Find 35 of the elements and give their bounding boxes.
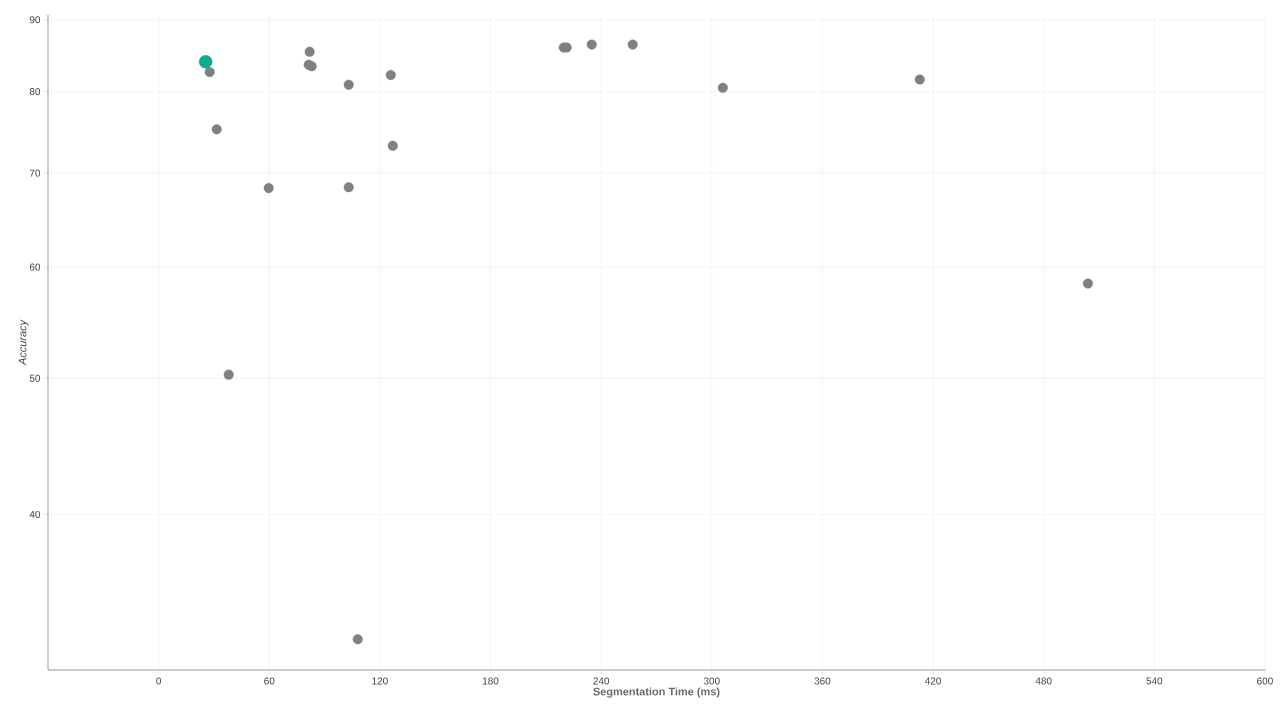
point xyxy=(343,182,354,193)
point xyxy=(223,369,234,380)
x-tick-label: 120 xyxy=(372,677,388,685)
y-tick-label: 90 xyxy=(29,16,41,24)
point xyxy=(627,39,638,50)
x-tick-label: 0 xyxy=(156,677,162,685)
y-tick-label: 50 xyxy=(29,374,41,382)
point xyxy=(1082,278,1093,289)
point xyxy=(586,39,597,50)
point xyxy=(914,74,925,85)
point xyxy=(198,55,213,69)
y-tick-label: 80 xyxy=(29,88,41,96)
point xyxy=(204,67,215,78)
x-tick-label: 600 xyxy=(1257,677,1273,685)
y-tick-label: 40 xyxy=(29,510,41,518)
point xyxy=(717,82,728,93)
x-tick-label: 240 xyxy=(593,677,610,685)
x-tick-label: 480 xyxy=(1035,677,1052,685)
y-tick-label: 70 xyxy=(29,169,41,177)
x-tick-label: 60 xyxy=(264,677,275,685)
point xyxy=(263,183,274,194)
point xyxy=(343,79,354,90)
x-axis-title: Segmentation Time (ms) xyxy=(593,687,720,698)
x-tick-label: 540 xyxy=(1146,677,1163,685)
point xyxy=(387,140,398,151)
point xyxy=(211,124,222,135)
point xyxy=(385,70,396,81)
x-tick-label: 300 xyxy=(703,677,720,685)
point xyxy=(304,46,315,57)
y-tick-label: 60 xyxy=(29,263,41,271)
x-tick-label: 420 xyxy=(924,677,941,685)
point xyxy=(352,634,363,645)
x-tick-label: 360 xyxy=(814,677,831,685)
y-axis-title: Accuracy xyxy=(18,319,29,366)
x-tick-label: 180 xyxy=(482,677,499,685)
